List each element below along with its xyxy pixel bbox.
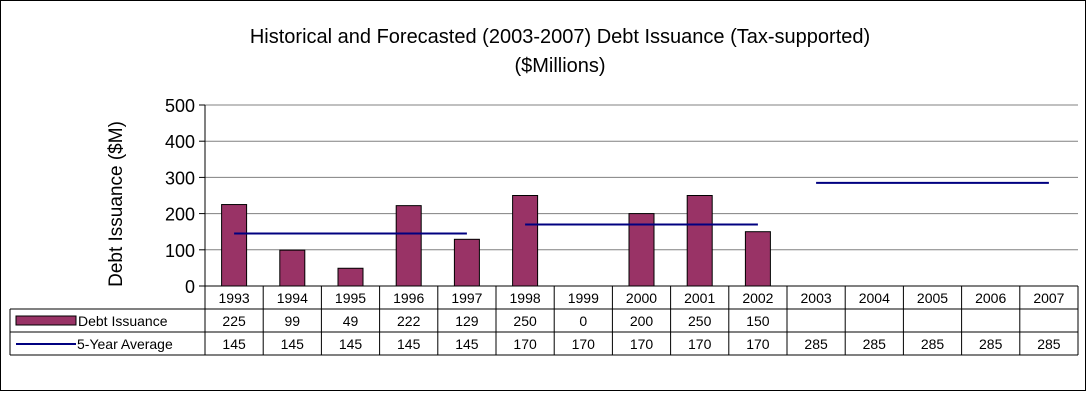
category-label-1999: 1999: [568, 290, 599, 306]
average-data-label-1994: 145: [281, 336, 305, 352]
average-data-label-1996: 145: [397, 336, 421, 352]
legend-label-line: 5-Year Average: [77, 336, 173, 352]
average-data-label-2005: 285: [921, 336, 945, 352]
bar-1997: [453, 238, 480, 287]
category-label-1993: 1993: [219, 290, 250, 306]
chart-subtitle: ($Millions): [514, 55, 605, 77]
bar-1993: [221, 204, 248, 287]
category-label-2003: 2003: [801, 290, 832, 306]
average-data-label-2007: 285: [1037, 336, 1061, 352]
legend-label-bar: Debt Issuance: [78, 313, 168, 329]
legend-key-bar: [15, 315, 77, 326]
y-tick-label: 200: [165, 205, 195, 225]
average-data-label-2003: 285: [804, 336, 828, 352]
average-data-label-1998: 170: [513, 336, 537, 352]
average-data-label-2006: 285: [979, 336, 1003, 352]
category-label-2004: 2004: [859, 290, 890, 306]
axes: 0 100 200 300 400 500: [165, 96, 206, 297]
y-tick-label: 300: [165, 168, 195, 188]
bar-data-label-2001: 250: [688, 313, 712, 329]
bar-2000: [628, 213, 655, 287]
data-table: 1993 1994 1995 1996 1997 1998 1999 2000 2001 2002…: [9, 285, 1079, 356]
category-label-2002: 2002: [742, 290, 773, 306]
bar-1994: [279, 249, 306, 287]
y-tick-label: 0: [185, 277, 195, 297]
bar-data-label-1997: 129: [455, 313, 479, 329]
average-data-label-1999: 170: [572, 336, 596, 352]
average-data-label-2001: 170: [688, 336, 712, 352]
average-data-label-1993: 145: [222, 336, 246, 352]
category-label-2006: 2006: [975, 290, 1006, 306]
category-label-1996: 1996: [393, 290, 424, 306]
bar-data-label-1993: 225: [222, 313, 246, 329]
average-data-label-1995: 145: [339, 336, 363, 352]
bar-data-label-1999: 0: [579, 313, 587, 329]
bar-2002: [744, 231, 771, 287]
category-label-2000: 2000: [626, 290, 657, 306]
bar-data-label-2002: 150: [746, 313, 770, 329]
chart-title: Historical and Forecasted (2003-2007) De…: [250, 26, 870, 48]
bar-data-label-2000: 200: [630, 313, 654, 329]
y-axis-label: Debt Issuance ($M): [106, 121, 127, 287]
bar-data-label-1994: 99: [285, 313, 301, 329]
bar-1995: [337, 267, 364, 287]
y-tick-label: 500: [165, 96, 195, 116]
bar-data-label-1996: 222: [397, 313, 421, 329]
category-label-1995: 1995: [335, 290, 366, 306]
category-label-2005: 2005: [917, 290, 948, 306]
average-data-label-2002: 170: [746, 336, 770, 352]
bar-1996: [395, 205, 422, 287]
bar-data-label-1995: 49: [343, 313, 359, 329]
y-tick-label: 100: [165, 241, 195, 261]
bar-series: [221, 195, 771, 287]
average-data-label-1997: 145: [455, 336, 479, 352]
category-label-1994: 1994: [277, 290, 308, 306]
average-data-label-2004: 285: [863, 336, 887, 352]
category-label-1998: 1998: [510, 290, 541, 306]
average-data-label-2000: 170: [630, 336, 654, 352]
bar-data-label-1998: 250: [513, 313, 537, 329]
category-label-2007: 2007: [1033, 290, 1064, 306]
y-tick-label: 400: [165, 132, 195, 152]
line-series: [234, 181, 1049, 235]
category-label-2001: 2001: [684, 290, 715, 306]
bar-1998: [512, 195, 539, 287]
bar-2001: [686, 195, 713, 287]
category-label-1997: 1997: [451, 290, 482, 306]
